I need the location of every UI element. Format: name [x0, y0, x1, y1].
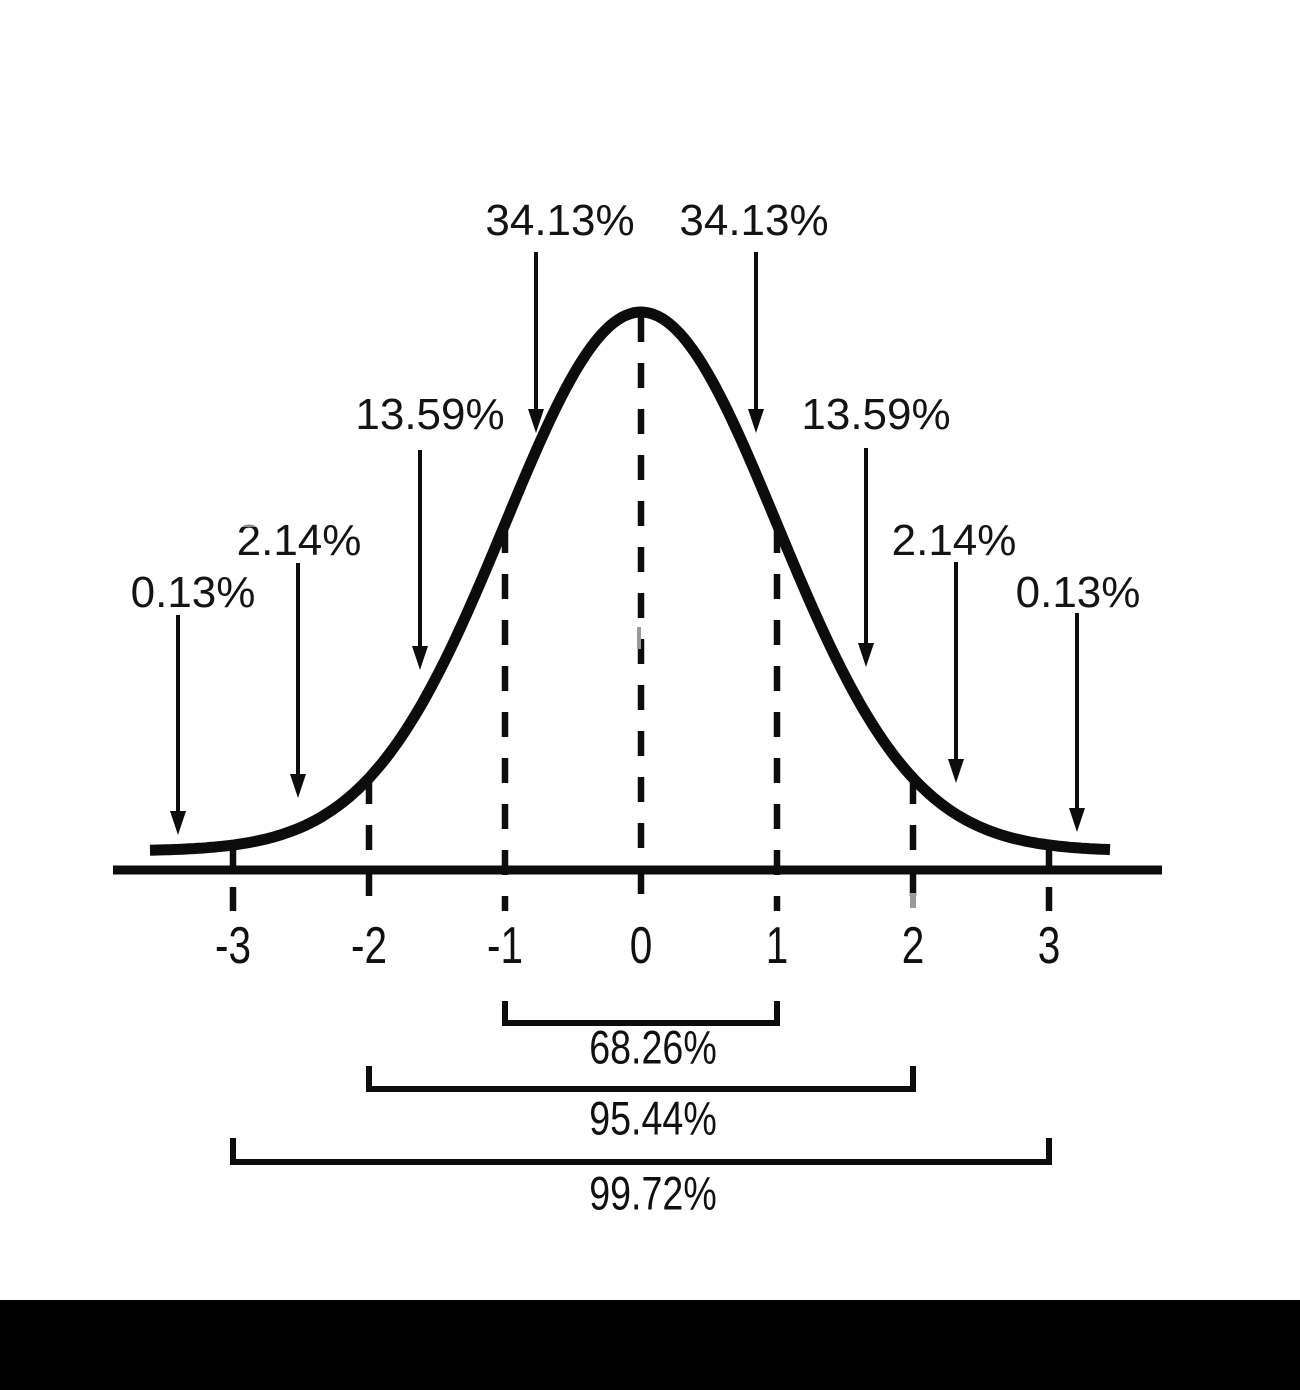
- coverage-label-99.72: 99.72%: [589, 1166, 717, 1220]
- watermark-bar: alamy Image ID: 2E1GRKP www.alamy.com: [0, 1300, 1300, 1390]
- watermark-artifact: [637, 627, 641, 649]
- arrow-13.59-right: [858, 448, 874, 667]
- segment-label-0.13-right: 0.13%: [1015, 568, 1141, 617]
- coverage-label-95.44: 95.44%: [589, 1091, 717, 1145]
- x-tick-minus1: -1: [486, 917, 524, 975]
- x-tick-plus1: 1: [765, 917, 789, 975]
- arrow-34.13-right: [748, 252, 764, 433]
- arrow-13.59-left: [412, 450, 428, 670]
- bracket-68.26: [502, 1001, 780, 1026]
- segment-label-13.59-right: 13.59%: [801, 390, 951, 439]
- watermark-artifact: [910, 893, 916, 908]
- x-tick-minus2: -2: [350, 917, 388, 975]
- x-tick-minus3: -3: [214, 917, 252, 975]
- arrow-2.14-left: [290, 563, 306, 798]
- arrow-2.14-right: [948, 562, 964, 783]
- segment-label-34.13-right: 34.13%: [679, 196, 829, 245]
- segment-label-2.14-right: 2.14%: [891, 516, 1017, 565]
- bracket-99.72: [230, 1138, 1052, 1165]
- segment-label-34.13-left: 34.13%: [485, 196, 635, 245]
- x-tick-zero: 0: [629, 917, 653, 975]
- segment-label-0.13-left: 0.13%: [130, 568, 256, 617]
- x-tick-plus3: 3: [1037, 917, 1061, 975]
- arrow-34.13-left: [528, 252, 544, 433]
- x-tick-plus2: 2: [901, 917, 925, 975]
- watermark-artifact: [238, 516, 264, 527]
- arrow-0.13-left: [170, 615, 186, 835]
- bracket-95.44: [366, 1066, 916, 1092]
- segment-label-13.59-left: 13.59%: [355, 390, 505, 439]
- arrow-0.13-right: [1069, 613, 1085, 832]
- bell-curve: [149, 306, 1111, 856]
- coverage-label-68.26: 68.26%: [589, 1020, 717, 1074]
